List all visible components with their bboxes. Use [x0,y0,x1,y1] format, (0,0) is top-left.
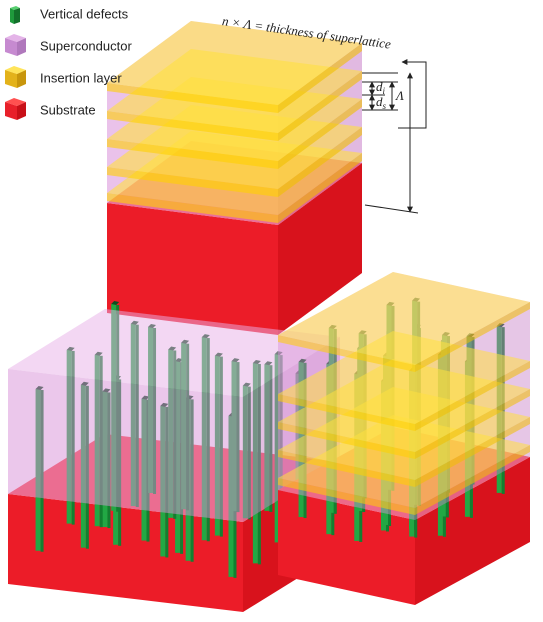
dimension-label: Λ [394,88,404,103]
insertion-layer [107,139,278,169]
callout-arrow [398,59,427,129]
substrate [278,163,362,335]
legend-label: Insertion layer [40,70,122,85]
legend-icon-defects [10,6,20,24]
symbol: d [376,94,383,109]
insertion-layer [415,445,530,515]
subscript: s [383,101,387,111]
insertion-layer [278,71,362,141]
insertion-layer [278,478,415,515]
legend-label: Vertical defects [40,6,129,21]
insertion-layer [107,167,278,197]
substrate [107,203,278,335]
dimension-label: ds [376,94,387,111]
insertion-layer [278,99,362,169]
insertion-layer [278,153,362,223]
insertion-layer [107,83,278,113]
insertion-layer [278,450,415,487]
insertion-layer [278,272,530,365]
superconductor [8,309,340,397]
legend: Vertical defects Superconductor Insertio… [5,6,132,120]
legend-label: Substrate [40,102,96,117]
insertion-layer [107,111,278,141]
insertion-layer [415,302,530,372]
diagram-boxes [8,21,530,612]
legend-icon-substrate [5,98,26,120]
insertion-layer [415,417,530,487]
symbol: d [376,79,383,94]
defect-top [298,358,307,363]
superconductor [8,369,243,522]
insertion-layer [107,193,278,223]
insertion-layer [278,331,530,424]
defect-top [111,301,120,305]
substrate [415,457,530,605]
legend-label: Superconductor [40,38,132,53]
annotations [362,59,427,214]
legend-icon-superconductor [5,34,26,56]
insertion-layer [415,389,530,459]
subscript: i [383,86,386,96]
dimension-label: di [376,79,386,96]
insertion-layer [415,361,530,431]
insertion-layer [278,43,362,113]
insertion-layer [107,21,362,105]
insertion-layer [278,335,415,372]
insertion-layer [278,127,362,197]
insertion-layer [278,422,415,459]
insertion-layer [278,394,415,431]
legend-icon-insertion [5,66,26,88]
substrate [278,490,415,605]
